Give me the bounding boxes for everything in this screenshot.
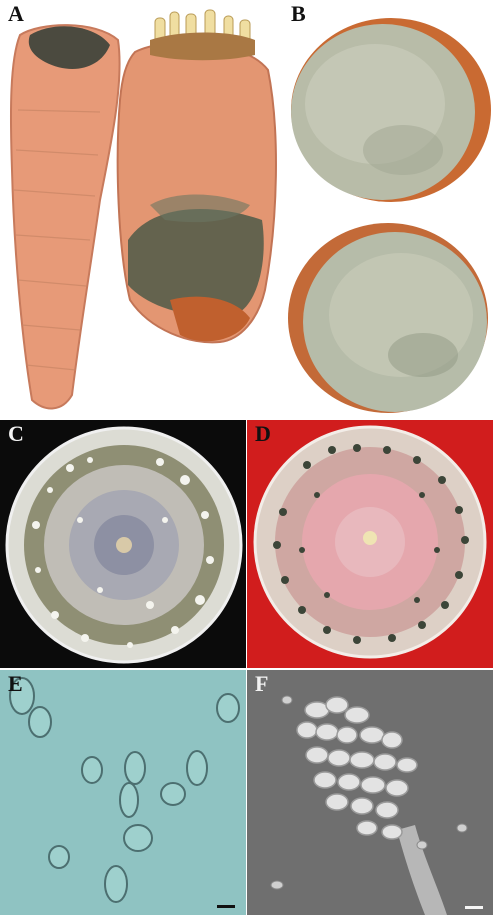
panel-label-b: B (291, 1, 306, 26)
panel-label-f: F (255, 671, 269, 696)
panel-e-image (0, 670, 246, 915)
panel-b: B (283, 0, 493, 418)
panel-d: D (247, 420, 493, 668)
panel-label-a: A (8, 1, 24, 26)
scale-bar-f (465, 906, 483, 909)
scale-bar-e (217, 905, 235, 908)
panel-a-image (0, 0, 283, 418)
panel-c: C (0, 420, 246, 668)
panel-a: A (0, 0, 283, 418)
panel-d-image (247, 420, 493, 668)
panel-f: F (247, 670, 493, 915)
panel-b-image (283, 0, 493, 418)
panel-label-d: D (255, 421, 271, 446)
panel-e: E (0, 670, 246, 915)
panel-f-image (247, 670, 493, 915)
panel-label-c: C (8, 421, 24, 446)
panel-c-image (0, 420, 246, 668)
panel-label-e: E (8, 671, 23, 696)
